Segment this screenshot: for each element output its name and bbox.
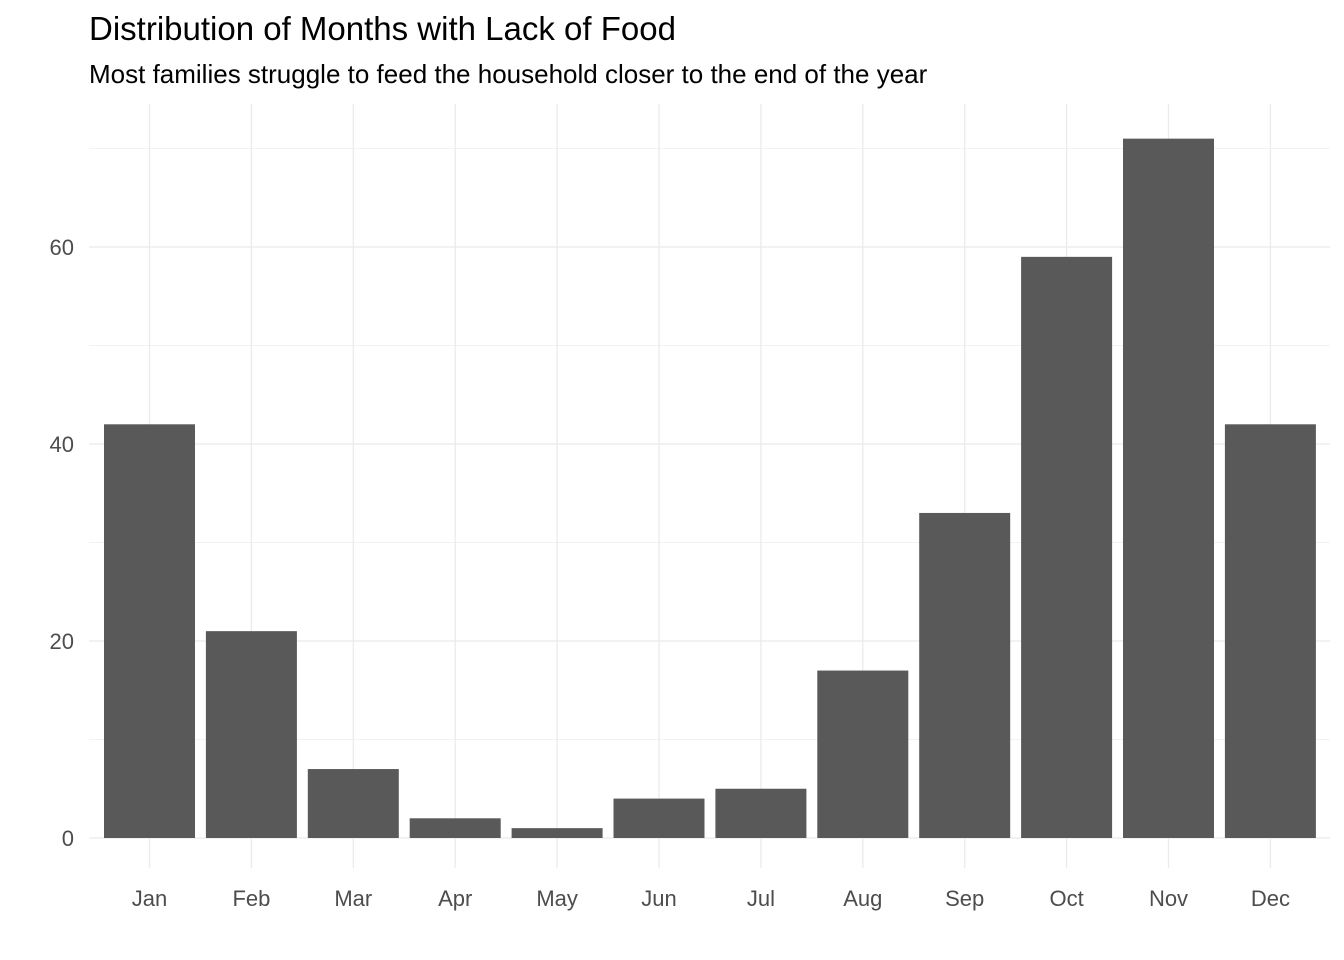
bar-oct	[1021, 256, 1113, 839]
x-tick-label-jun: Jun	[641, 886, 676, 911]
x-tick-label-may: May	[536, 886, 578, 911]
bar-dec	[1224, 424, 1316, 838]
y-tick-label: 40	[50, 432, 74, 457]
bar-nov	[1123, 138, 1214, 838]
bar-jan	[104, 424, 195, 838]
chart-subtitle: Most families struggle to feed the house…	[89, 59, 928, 89]
y-tick-label: 60	[50, 235, 74, 260]
x-tick-label-sep: Sep	[945, 886, 984, 911]
bar-may	[511, 828, 603, 838]
x-tick-label-jan: Jan	[132, 886, 167, 911]
x-tick-label-oct: Oct	[1049, 886, 1083, 911]
x-tick-label-mar: Mar	[334, 886, 372, 911]
x-tick-label-jul: Jul	[747, 886, 775, 911]
x-tick-label-aug: Aug	[843, 886, 882, 911]
bar-jun	[613, 798, 705, 838]
bar-feb	[205, 631, 297, 838]
x-tick-label-nov: Nov	[1149, 886, 1188, 911]
x-axis-tick-labels: Jan Feb Mar Apr May Jun Jul Aug Sep Oct Nov Dec	[132, 886, 1290, 911]
x-tick-label-dec: Dec	[1251, 886, 1290, 911]
x-tick-label-apr: Apr	[438, 886, 472, 911]
bar-apr	[409, 818, 501, 838]
chart-title: Distribution of Months with Lack of Food	[89, 10, 676, 47]
bars	[104, 138, 1316, 839]
y-tick-label: 0	[62, 826, 74, 851]
bar-mar	[307, 769, 399, 838]
bar-aug	[817, 670, 909, 838]
bar-sep	[919, 512, 1011, 838]
y-tick-label: 20	[50, 629, 74, 654]
x-tick-label-feb: Feb	[232, 886, 270, 911]
y-axis-tick-labels: 0 20 40 60	[50, 235, 74, 851]
bar-jul	[715, 788, 807, 838]
